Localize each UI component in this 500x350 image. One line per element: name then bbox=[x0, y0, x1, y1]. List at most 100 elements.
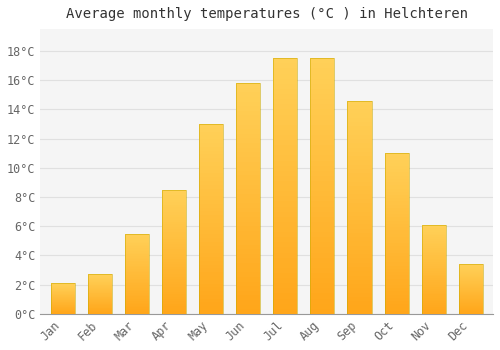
Bar bbox=[310, 273, 334, 278]
Bar bbox=[124, 285, 149, 287]
Bar bbox=[348, 297, 372, 301]
Bar bbox=[236, 97, 260, 101]
Bar bbox=[458, 266, 483, 267]
Bar bbox=[310, 58, 334, 63]
Bar bbox=[422, 252, 446, 253]
Bar bbox=[422, 239, 446, 241]
Bar bbox=[348, 126, 372, 131]
Bar bbox=[384, 205, 408, 208]
Bar bbox=[162, 267, 186, 269]
Bar bbox=[88, 283, 112, 284]
Bar bbox=[124, 271, 149, 272]
Bar bbox=[384, 240, 408, 243]
Bar bbox=[124, 266, 149, 267]
Bar bbox=[236, 268, 260, 272]
Bar bbox=[199, 173, 223, 177]
Bar bbox=[273, 217, 297, 222]
Bar bbox=[273, 140, 297, 145]
Bar bbox=[50, 309, 74, 310]
Bar bbox=[236, 203, 260, 208]
Bar bbox=[124, 301, 149, 303]
Bar bbox=[273, 161, 297, 166]
Bar bbox=[88, 313, 112, 314]
Bar bbox=[199, 291, 223, 295]
Bar bbox=[199, 272, 223, 276]
Bar bbox=[458, 285, 483, 286]
Bar bbox=[348, 105, 372, 109]
Bar bbox=[236, 92, 260, 97]
Bar bbox=[199, 226, 223, 230]
Bar bbox=[236, 295, 260, 300]
Bar bbox=[458, 306, 483, 307]
Bar bbox=[124, 233, 149, 314]
Bar bbox=[384, 269, 408, 272]
Bar bbox=[458, 295, 483, 296]
Bar bbox=[348, 237, 372, 241]
Bar bbox=[384, 272, 408, 275]
Bar bbox=[348, 156, 372, 160]
Bar bbox=[162, 202, 186, 205]
Bar bbox=[162, 262, 186, 264]
Bar bbox=[458, 312, 483, 313]
Bar bbox=[199, 132, 223, 135]
Bar bbox=[348, 288, 372, 293]
Bar bbox=[88, 308, 112, 309]
Bar bbox=[384, 160, 408, 163]
Bar bbox=[162, 257, 186, 259]
Bar bbox=[273, 273, 297, 278]
Bar bbox=[458, 303, 483, 304]
Bar bbox=[162, 259, 186, 262]
Bar bbox=[310, 58, 334, 314]
Bar bbox=[88, 302, 112, 303]
Bar bbox=[236, 162, 260, 166]
Bar bbox=[348, 284, 372, 288]
Bar bbox=[162, 199, 186, 202]
Bar bbox=[162, 190, 186, 192]
Bar bbox=[273, 222, 297, 227]
Bar bbox=[348, 305, 372, 310]
Bar bbox=[384, 304, 408, 307]
Bar bbox=[422, 303, 446, 305]
Bar bbox=[384, 250, 408, 253]
Bar bbox=[458, 300, 483, 301]
Bar bbox=[422, 310, 446, 312]
Bar bbox=[310, 99, 334, 104]
Bar bbox=[88, 309, 112, 310]
Bar bbox=[273, 135, 297, 140]
Bar bbox=[348, 152, 372, 156]
Bar bbox=[458, 284, 483, 285]
Bar bbox=[50, 299, 74, 300]
Bar bbox=[422, 260, 446, 262]
Bar bbox=[124, 280, 149, 282]
Bar bbox=[273, 120, 297, 125]
Bar bbox=[458, 294, 483, 295]
Bar bbox=[162, 195, 186, 197]
Bar bbox=[124, 272, 149, 274]
Bar bbox=[50, 287, 74, 288]
Bar bbox=[458, 268, 483, 269]
Bar bbox=[384, 153, 408, 314]
Bar bbox=[50, 290, 74, 291]
Bar bbox=[236, 254, 260, 259]
Bar bbox=[50, 288, 74, 289]
Bar bbox=[236, 231, 260, 236]
Bar bbox=[162, 272, 186, 274]
Bar bbox=[310, 69, 334, 74]
Bar bbox=[458, 277, 483, 278]
Bar bbox=[422, 285, 446, 287]
Bar bbox=[199, 147, 223, 150]
Bar bbox=[50, 285, 74, 286]
Bar bbox=[273, 268, 297, 273]
Bar bbox=[310, 130, 334, 135]
Bar bbox=[199, 150, 223, 154]
Bar bbox=[50, 305, 74, 306]
Bar bbox=[348, 135, 372, 139]
Bar bbox=[124, 295, 149, 296]
Bar bbox=[458, 288, 483, 289]
Bar bbox=[199, 200, 223, 204]
Bar bbox=[384, 256, 408, 259]
Bar bbox=[458, 313, 483, 314]
Bar bbox=[422, 241, 446, 243]
Bar bbox=[310, 186, 334, 191]
Bar bbox=[124, 269, 149, 271]
